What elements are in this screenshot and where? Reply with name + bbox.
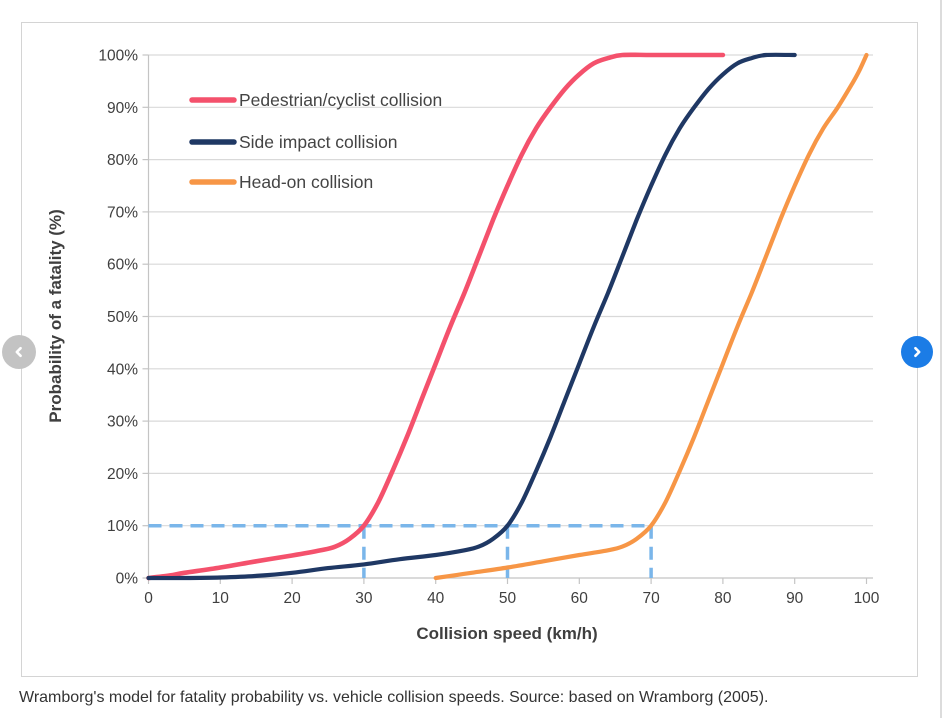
y-tick-label-40: 40% bbox=[107, 361, 138, 378]
fatality-chart: 0% 10% 20% 30% 40% 50% 60% 70% 80% 90% 100% 0 10 20 30… bbox=[46, 48, 880, 644]
y-tick-label-70: 70% bbox=[107, 204, 138, 221]
carousel-prev-button[interactable] bbox=[2, 335, 36, 369]
gridlines: 0% 10% 20% 30% 40% 50% 60% 70% 80% 90% 100% bbox=[98, 48, 873, 588]
y-tick-label-10: 10% bbox=[107, 518, 138, 535]
y-axis-title: Probability of a fatality (%) bbox=[46, 209, 65, 422]
x-axis-title: Collision speed (km/h) bbox=[416, 624, 597, 643]
x-tick-label-90: 90 bbox=[786, 590, 804, 607]
x-tick-label-30: 30 bbox=[355, 590, 373, 607]
chart-card: 0% 10% 20% 30% 40% 50% 60% 70% 80% 90% 100% 0 10 20 30… bbox=[21, 22, 918, 677]
y-tick-label-100: 100% bbox=[98, 48, 138, 65]
y-tick-label-20: 20% bbox=[107, 466, 138, 483]
figure-caption: Wramborg's model for fatality probabilit… bbox=[19, 689, 769, 706]
x-tick-label-20: 20 bbox=[283, 590, 301, 607]
x-tick-label-40: 40 bbox=[427, 590, 445, 607]
y-tick-label-90: 90% bbox=[107, 100, 138, 117]
y-tick-label-60: 60% bbox=[107, 257, 138, 274]
carousel-next-button[interactable] bbox=[901, 336, 933, 368]
legend-label-pedestrian-cyclist-collision: Pedestrian/cyclist collision bbox=[239, 90, 442, 110]
x-axis: 0 10 20 30 40 50 60 70 80 90 100 bbox=[144, 578, 880, 607]
x-tick-label-50: 50 bbox=[499, 590, 517, 607]
guide-lines-10pct bbox=[148, 523, 653, 578]
chevron-left-icon bbox=[15, 346, 22, 358]
legend-label-side-impact-collision: Side impact collision bbox=[239, 132, 398, 152]
series-line-head-on-collision bbox=[433, 52, 869, 581]
x-tick-label-100: 100 bbox=[854, 590, 880, 607]
series-line-side-impact-collision bbox=[146, 52, 797, 581]
chevron-right-icon bbox=[914, 346, 921, 358]
x-tick-label-60: 60 bbox=[571, 590, 589, 607]
y-tick-label-30: 30% bbox=[107, 414, 138, 431]
x-tick-label-70: 70 bbox=[642, 590, 660, 607]
legend: Pedestrian/cyclist collision Side impact … bbox=[189, 90, 442, 192]
y-tick-label-0: 0% bbox=[116, 571, 139, 588]
legend-label-head-on-collision: Head-on collision bbox=[239, 172, 373, 192]
y-tick-label-50: 50% bbox=[107, 309, 138, 326]
y-tick-label-80: 80% bbox=[107, 152, 138, 169]
x-tick-label-10: 10 bbox=[212, 590, 230, 607]
series-line-pedestrian-cyclist-collision bbox=[146, 52, 726, 581]
x-tick-label-0: 0 bbox=[144, 590, 153, 607]
x-tick-label-80: 80 bbox=[714, 590, 732, 607]
adjacent-card-edge bbox=[940, 0, 942, 718]
